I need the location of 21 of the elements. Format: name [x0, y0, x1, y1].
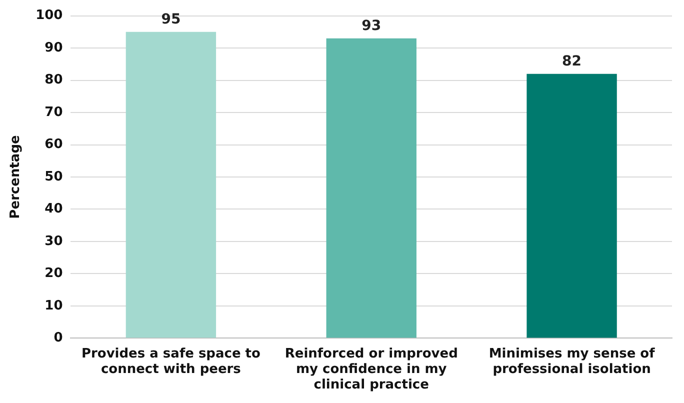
y-tick-label: 80	[44, 72, 63, 88]
y-tick-label: 30	[44, 234, 63, 249]
x-tick-label: Reinforced or improved my confidence in my clinical practice	[284, 346, 458, 393]
data-label: 93	[362, 18, 382, 34]
y-tick-label: 10	[44, 298, 63, 314]
y-tick-label: 40	[44, 202, 63, 217]
data-label: 95	[161, 12, 181, 28]
y-tick-label: 70	[44, 104, 63, 120]
y-tick-label: 20	[44, 266, 63, 282]
bar	[326, 38, 416, 338]
y-tick-label: 60	[44, 137, 63, 152]
y-axis-title: Percentage	[8, 135, 24, 219]
y-tick-label: 90	[44, 40, 63, 56]
y-tick-label: 100	[36, 8, 63, 24]
bar	[526, 74, 617, 338]
data-label: 82	[562, 53, 582, 70]
x-tick-label: Minimises my sense of professional isolation	[488, 346, 656, 377]
bar	[126, 32, 216, 338]
y-tick-label: 50	[44, 169, 63, 184]
x-tick-label: Provides a safe space to connect with peers	[81, 346, 261, 377]
y-tick-label: 0	[54, 330, 63, 346]
